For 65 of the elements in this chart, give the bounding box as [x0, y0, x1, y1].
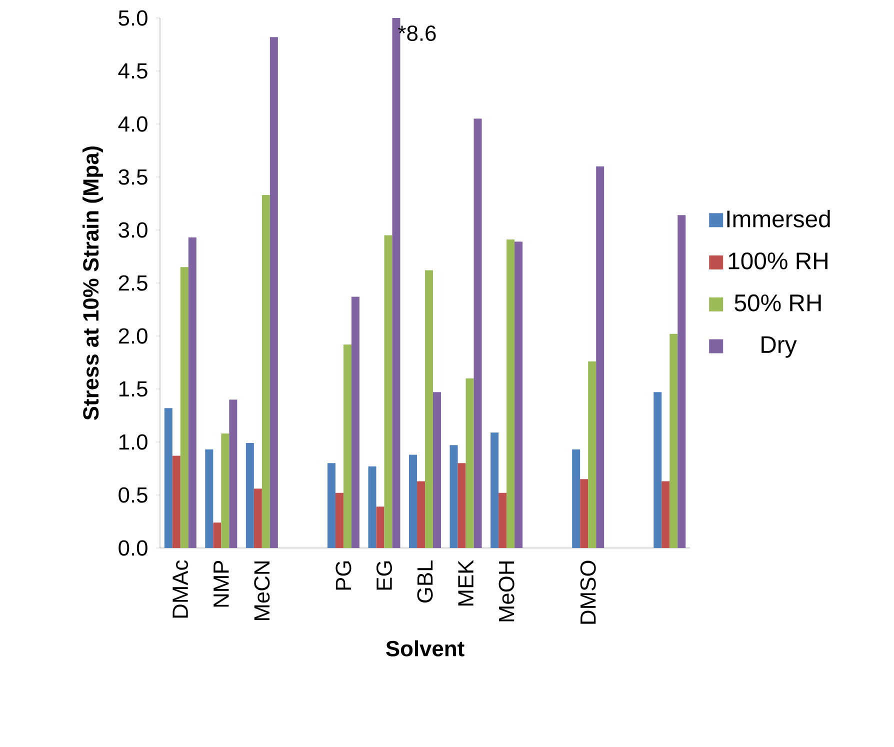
bar	[327, 463, 336, 548]
legend-label: 100% RH	[728, 252, 828, 270]
bar	[662, 481, 670, 548]
x-tick-label: MEK	[458, 560, 474, 606]
bar	[580, 479, 588, 548]
bar	[417, 481, 426, 548]
bar	[254, 488, 262, 548]
bar	[351, 296, 360, 548]
bar	[678, 215, 686, 548]
bar	[205, 449, 214, 548]
bar	[368, 466, 376, 548]
bar	[433, 392, 442, 548]
legend-label: Immersed	[727, 210, 830, 228]
y-tick-label: 4.0	[118, 116, 148, 132]
bar	[335, 492, 344, 548]
y-tick-label: 0.0	[118, 540, 148, 556]
bar	[670, 334, 678, 548]
x-tick-label: PG	[336, 561, 352, 590]
y-tick-label: 2.0	[118, 328, 148, 344]
bar	[458, 463, 466, 548]
x-tick-label: MeOH	[498, 562, 514, 622]
bar	[246, 443, 254, 548]
bar	[514, 242, 523, 548]
bar	[588, 361, 596, 548]
x-tick-label: MeCN	[254, 562, 270, 620]
x-tick-label: GBL	[417, 560, 433, 602]
bar	[180, 267, 188, 548]
y-tick-label: 0.5	[118, 487, 148, 503]
bar	[572, 449, 580, 548]
bar	[450, 445, 458, 548]
bar	[596, 166, 604, 548]
y-tick-label: 5.0	[118, 10, 148, 26]
y-axis-title: Stress at 10% Strain (Mpa)	[82, 146, 103, 420]
x-axis-title: Solvent	[386, 640, 464, 656]
bar	[229, 400, 238, 548]
legend-label: 50% RH	[734, 294, 821, 312]
x-tick-label: EG	[376, 561, 392, 590]
bar	[498, 492, 507, 548]
x-tick-label: DMSO	[580, 560, 596, 624]
bar	[270, 37, 278, 548]
bar	[213, 522, 222, 548]
y-tick-label: 4.5	[118, 63, 148, 79]
bar	[409, 454, 418, 548]
bar	[164, 408, 172, 548]
bar	[188, 237, 196, 548]
y-tick-label: 2.5	[118, 275, 148, 291]
x-tick-label: DMAc	[172, 560, 188, 618]
bar	[466, 378, 474, 548]
bar	[506, 240, 515, 548]
bar	[221, 434, 230, 548]
bar	[384, 235, 392, 548]
bar	[262, 195, 270, 548]
bar	[654, 392, 662, 548]
y-tick-label: 3.0	[118, 222, 148, 238]
y-tick-label: 1.0	[119, 434, 148, 450]
legend-label: Dry	[762, 336, 797, 358]
bar	[172, 456, 180, 548]
bar	[474, 118, 482, 548]
y-tick-label: 1.5	[119, 381, 148, 397]
bar	[343, 344, 352, 548]
x-tick-label: NMP	[214, 560, 229, 607]
y-tick-label: 3.5	[118, 169, 148, 185]
bar	[490, 432, 499, 548]
bar	[376, 506, 384, 548]
bar	[425, 270, 434, 548]
